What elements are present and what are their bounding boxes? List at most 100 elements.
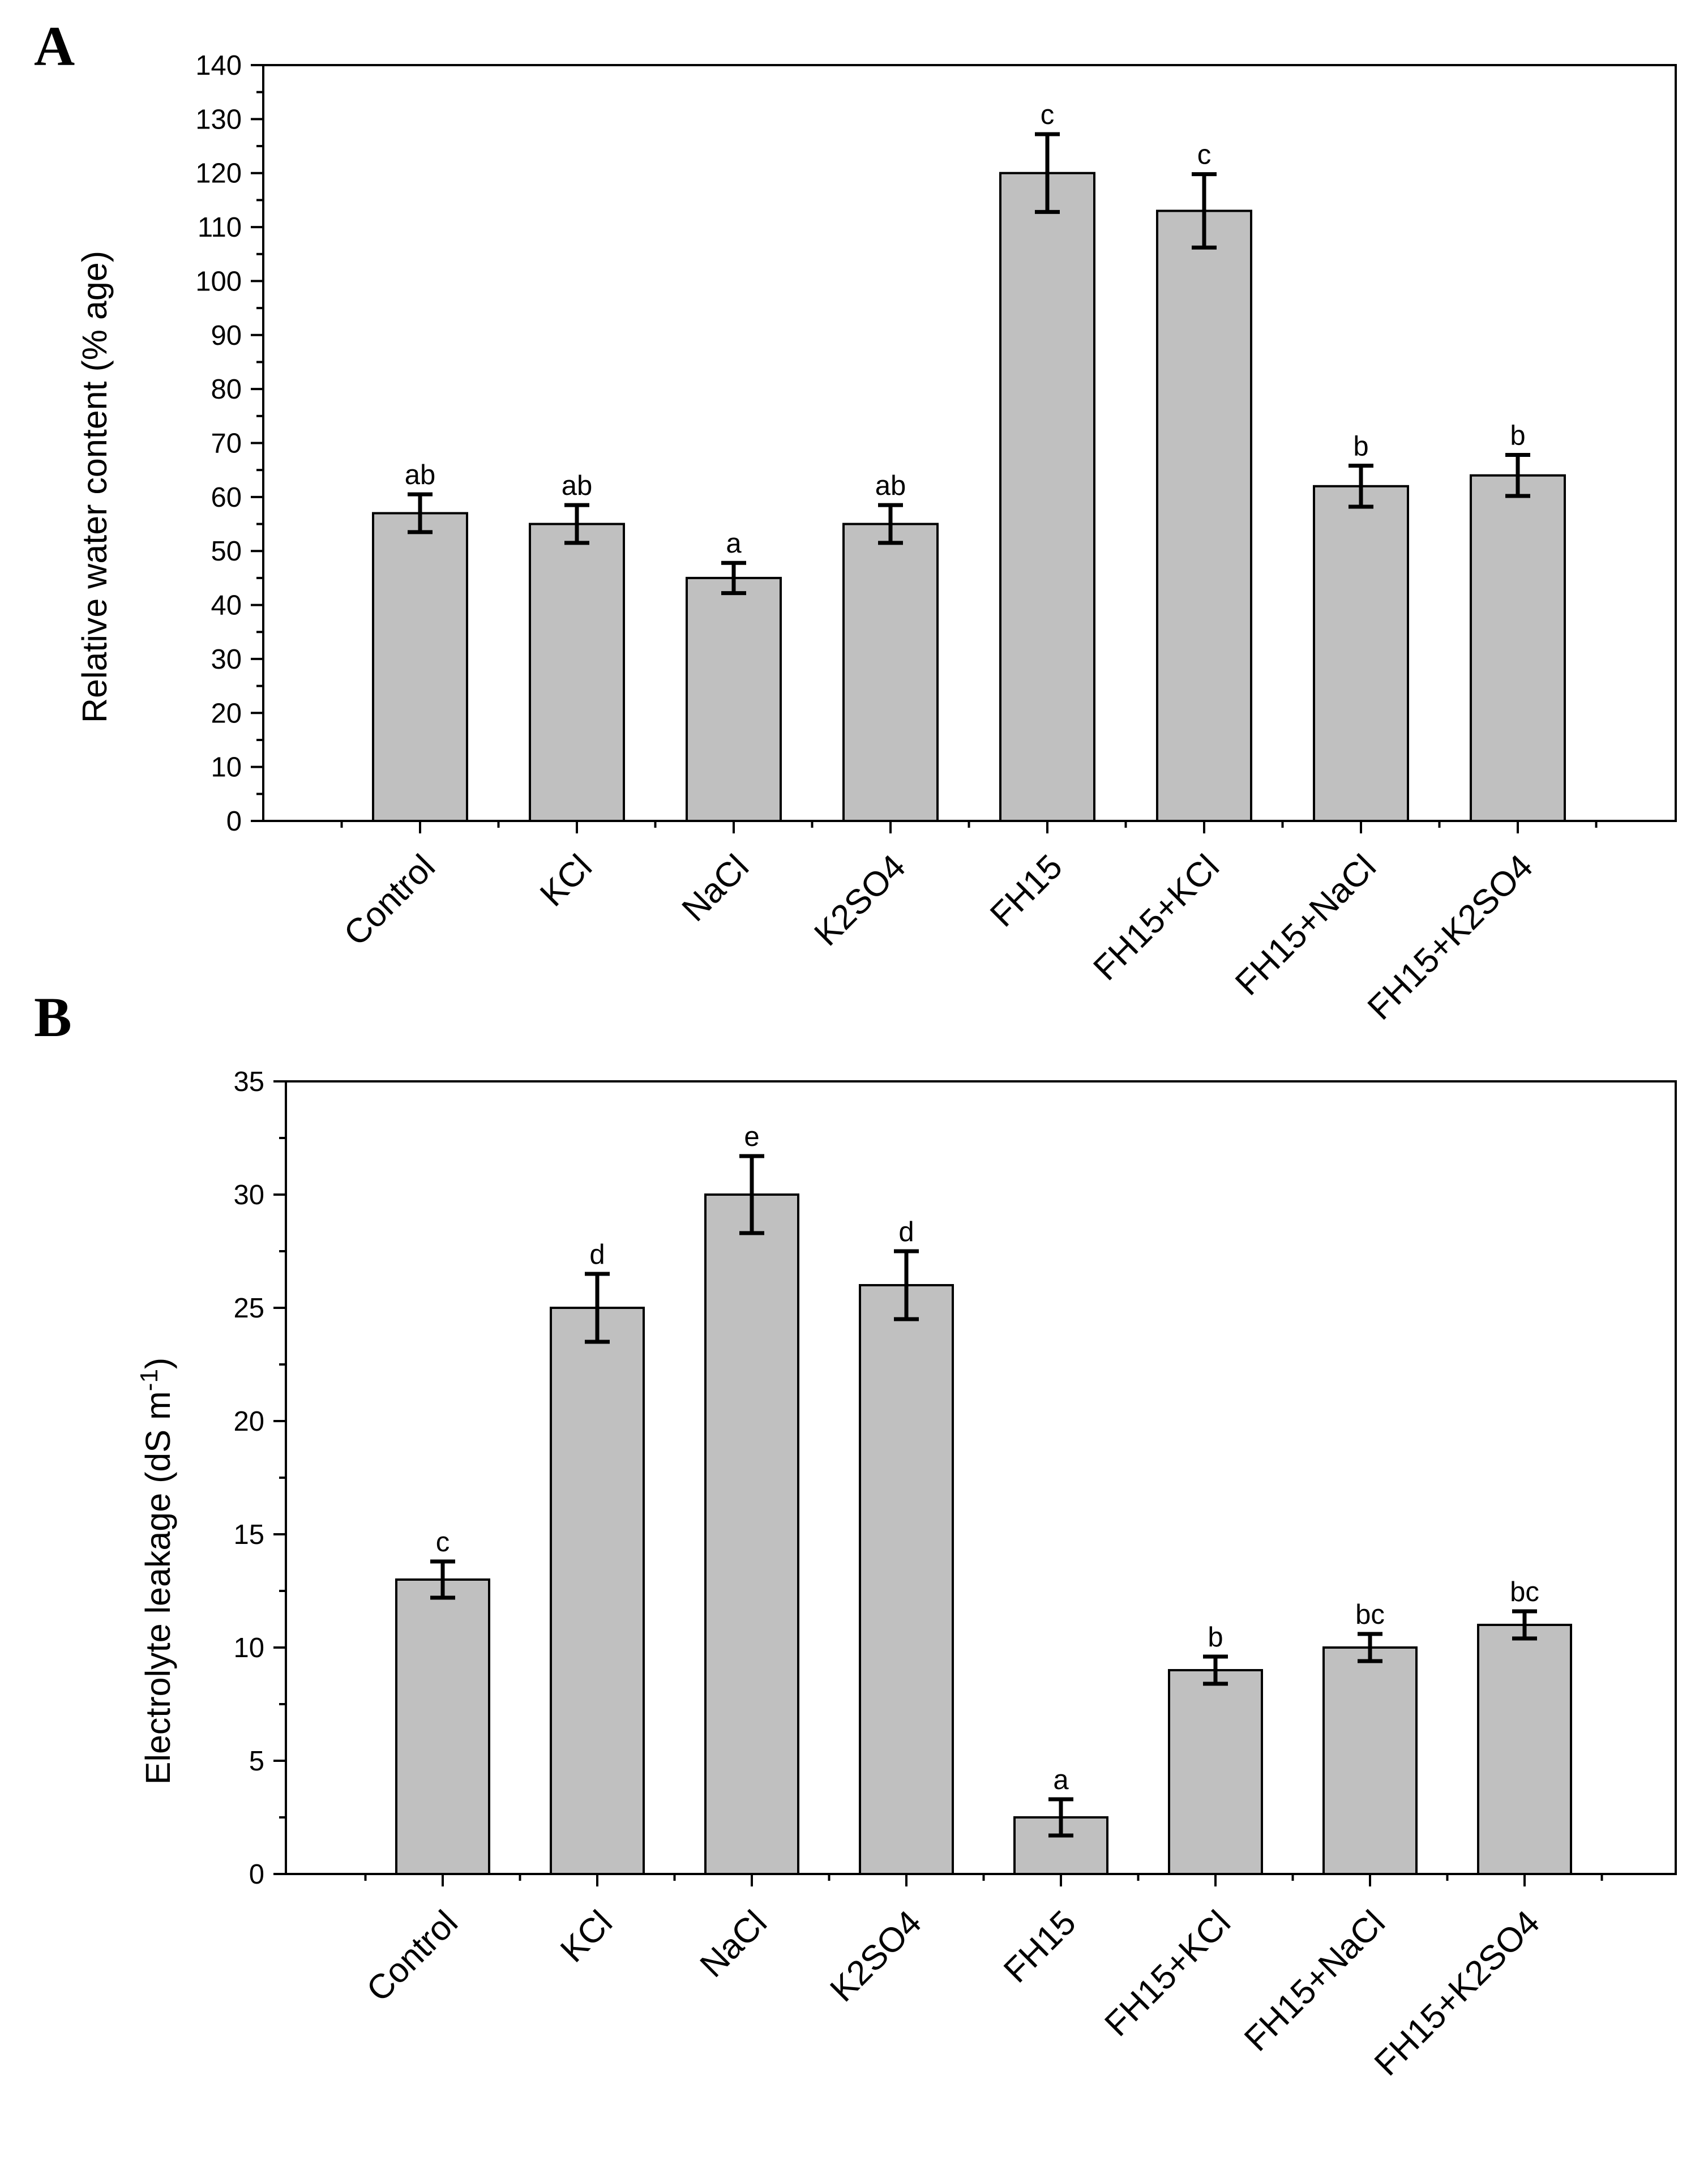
panel-a-error-bar-0 xyxy=(408,492,433,534)
panel-a-y-tick-label: 30 xyxy=(211,644,242,675)
panel-a-category-label-7: FH15+K2SO4 xyxy=(1360,847,1540,1027)
panel-b-y-tick-label: 0 xyxy=(249,1859,264,1890)
panel-b-error-bar-0 xyxy=(430,1559,455,1600)
panel-b-y-axis-title: Electrolyte leakage (dS m-1) xyxy=(135,1358,177,1785)
panel-a-error-bar-5 xyxy=(1192,172,1217,250)
panel-a-y-tick-label: 120 xyxy=(195,159,242,189)
panel-b-bar-2 xyxy=(704,1193,799,1875)
panel-a-y-tick-label: 140 xyxy=(195,50,242,81)
panel-a-letter: A xyxy=(34,15,75,78)
panel-a-bar-5 xyxy=(1156,209,1252,823)
panel-a-bar-7 xyxy=(1470,474,1566,822)
panel-b-significance-label-3: d xyxy=(898,1217,914,1247)
panel-b-category-label-5: FH15+KCl xyxy=(1097,1903,1238,2043)
panel-a-category-label-0: Control xyxy=(336,847,442,953)
panel-a-plot-area: 0102030405060708090100110120130140abCont… xyxy=(195,50,1677,1027)
panel-a-error-bar-3 xyxy=(878,503,903,545)
panel-a-y-tick-label: 130 xyxy=(195,104,242,135)
panel-a-y-tick-label: 110 xyxy=(198,212,242,243)
panel-a-error-bar-1 xyxy=(564,503,589,545)
panel-b-error-bar-1 xyxy=(585,1272,610,1344)
panel-a-bar-3 xyxy=(842,523,939,822)
panel-a-y-tick-label: 20 xyxy=(211,698,242,729)
panel-a-category-label-4: FH15 xyxy=(983,847,1070,934)
panel-a-y-tick-label: 50 xyxy=(211,536,242,567)
panel-b-error-bar-3 xyxy=(894,1249,919,1321)
panel-a-y-tick-label: 10 xyxy=(211,752,242,783)
panel-a-y-tick-label: 90 xyxy=(211,320,242,351)
panel-b-category-label-1: KCl xyxy=(553,1903,620,1970)
panel-a-y-tick-label: 0 xyxy=(226,806,242,837)
panel-a-category-label-1: KCl xyxy=(533,847,600,914)
panel-a-y-axis-title: Relative water content (% age) xyxy=(75,251,114,723)
panel-a-error-bar-4 xyxy=(1035,132,1060,214)
panel-b-y-tick-label: 20 xyxy=(233,1406,264,1437)
panel-b-significance-label-7: bc xyxy=(1510,1577,1539,1607)
panel-b-bar-3 xyxy=(859,1284,954,1875)
panel-a-significance-label-6: b xyxy=(1353,431,1368,462)
panel-b-error-bar-2 xyxy=(739,1154,764,1235)
panel-a-y-tick-label: 70 xyxy=(211,429,242,459)
chart-panel-a: A Relative water content (% age) 0 10 20 30… xyxy=(34,15,1677,1027)
panel-b-error-bar-4 xyxy=(1048,1797,1073,1838)
panel-a-plot-frame xyxy=(262,64,1677,822)
panel-b-y-tick-label: 10 xyxy=(233,1633,264,1663)
panel-b-error-bar-5 xyxy=(1203,1654,1228,1686)
panel-b-category-label-4: FH15 xyxy=(996,1903,1084,1990)
panel-b-category-label-0: Control xyxy=(359,1903,465,2009)
panel-a-category-label-3: K2SO4 xyxy=(807,847,913,953)
panel-a-y-tick-label: 100 xyxy=(195,266,242,297)
panel-b-plot-area: 0 5 10 15 20 25 30 35 c Control d KCl e NaCl d K2SO4 a FH… xyxy=(233,1067,1677,2083)
panel-a-y-tick-label: 80 xyxy=(211,374,242,405)
panel-b-significance-label-1: d xyxy=(589,1239,605,1270)
panel-b-plot-frame xyxy=(285,1080,1677,1875)
panel-b-error-bar-7 xyxy=(1512,1609,1537,1641)
panel-a-bar-4 xyxy=(999,172,1095,823)
panel-a-y-tick-label: 60 xyxy=(211,482,242,513)
panel-b-y-axis-title-main: Electrolyte leakage (dS m xyxy=(139,1391,177,1785)
panel-a-significance-label-4: c xyxy=(1041,100,1055,130)
panel-a-category-label-6: FH15+NaCl xyxy=(1228,847,1384,1003)
panel-b-y-tick-label: 15 xyxy=(233,1520,264,1550)
chart-panel-b: B Electrolyte leakage (dS m-1) 0 5 10 15 20 2… xyxy=(34,986,1677,2083)
panel-b-category-label-2: NaCl xyxy=(692,1903,774,1984)
panel-b-significance-label-4: a xyxy=(1053,1765,1069,1795)
panel-b-significance-label-0: c xyxy=(436,1527,450,1558)
panel-b-bar-5 xyxy=(1168,1669,1263,1875)
panel-b-significance-label-6: bc xyxy=(1355,1599,1385,1630)
panel-a-category-label-5: FH15+KCl xyxy=(1086,847,1226,987)
panel-b-category-label-6: FH15+NaCl xyxy=(1237,1903,1393,2059)
panel-b-letter: B xyxy=(34,986,72,1049)
panel-a-error-bar-2 xyxy=(721,560,746,596)
panel-a-significance-label-2: a xyxy=(726,528,742,559)
panel-a-bar-0 xyxy=(372,512,468,822)
panel-a-y-tick-label: 40 xyxy=(211,591,242,621)
panel-a-bar-6 xyxy=(1313,485,1409,822)
panel-a-significance-label-3: ab xyxy=(875,470,906,501)
panel-a-category-label-2: NaCl xyxy=(674,847,756,929)
panel-b-significance-label-5: b xyxy=(1208,1622,1223,1653)
panel-a-significance-label-7: b xyxy=(1510,420,1525,451)
panel-a-significance-label-5: c xyxy=(1197,140,1212,170)
panel-b-category-label-7: FH15+K2SO4 xyxy=(1367,1903,1547,2083)
panel-b-bar-6 xyxy=(1322,1646,1418,1875)
panel-b-bar-7 xyxy=(1477,1624,1572,1875)
panel-a-bar-2 xyxy=(686,576,782,823)
panel-a-error-bar-7 xyxy=(1505,452,1530,498)
panel-b-bar-0 xyxy=(395,1578,490,1875)
panel-a-error-bar-6 xyxy=(1349,464,1373,509)
panel-b-y-tick-label: 35 xyxy=(233,1067,264,1097)
panel-b-y-tick-label: 5 xyxy=(249,1746,264,1777)
panel-b-error-bar-6 xyxy=(1358,1632,1382,1663)
panel-b-y-tick-label: 30 xyxy=(233,1180,264,1210)
panel-a-significance-label-0: ab xyxy=(405,460,436,490)
panel-b-y-tick-label: 25 xyxy=(233,1293,264,1324)
panel-b-bar-1 xyxy=(550,1307,645,1875)
panel-a-bar-1 xyxy=(529,523,625,822)
panel-b-y-axis-title-superscript: -1 xyxy=(135,1369,163,1391)
panel-b-category-label-3: K2SO4 xyxy=(823,1903,928,2009)
panel-b-significance-label-2: e xyxy=(744,1122,759,1152)
panel-a-significance-label-1: ab xyxy=(562,470,593,501)
panel-b-y-axis-title-close: ) xyxy=(139,1358,177,1369)
